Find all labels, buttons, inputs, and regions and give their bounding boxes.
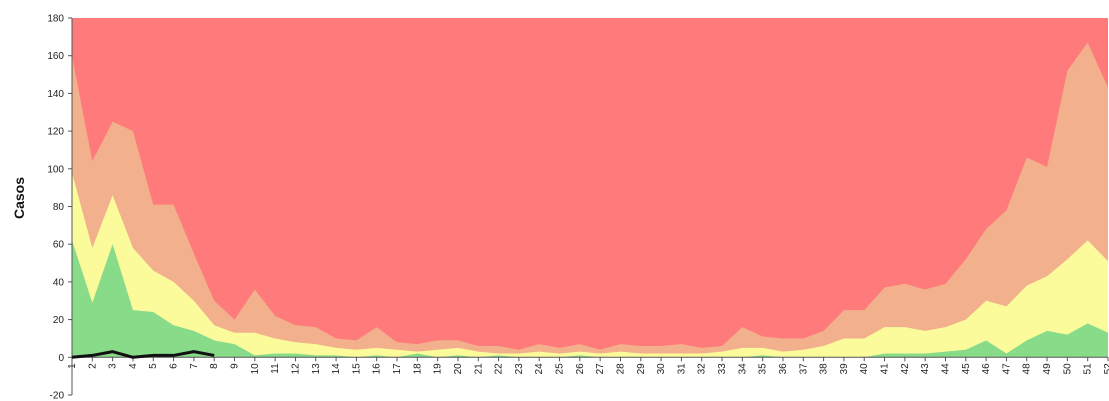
x-tick-label: 15: [351, 363, 362, 375]
x-tick-label: 23: [514, 363, 525, 375]
x-tick-label: 20: [453, 363, 464, 375]
x-tick-label: 2: [87, 363, 98, 369]
y-tick-label: 40: [53, 277, 65, 288]
y-tick-label: 120: [47, 127, 64, 138]
x-tick-label: 16: [372, 363, 383, 375]
y-tick-label: 0: [58, 353, 64, 364]
x-tick-label: 9: [230, 363, 241, 369]
x-tick-label: 38: [819, 363, 830, 375]
x-tick-label: 17: [392, 363, 403, 375]
x-tick-label: 42: [900, 363, 911, 375]
y-tick-labels: -20 0 20 40 60 80 100 120 140 160 180: [47, 14, 64, 401]
cases-line-layer: [71, 350, 215, 359]
x-tick-label: 31: [676, 363, 687, 375]
band-exito: [72, 240, 1108, 358]
x-tick-label: 22: [494, 363, 505, 375]
x-tick-label: 11: [270, 363, 281, 374]
area-bands: [72, 18, 1108, 358]
band-epidemia: [72, 18, 1108, 358]
axes: [68, 17, 1109, 396]
x-tick-label: 4: [128, 363, 139, 369]
y-tick-label: -20: [50, 391, 65, 401]
x-tick-label: 34: [737, 363, 748, 375]
y-tick-label: 180: [47, 14, 64, 25]
y-tick-label: 140: [47, 89, 64, 100]
x-tick-label: 30: [656, 363, 667, 375]
x-tick-label: 7: [189, 363, 200, 369]
x-tick-label: 12: [290, 363, 301, 375]
x-tick-label: 46: [981, 363, 992, 375]
x-tick-label: 41: [880, 363, 891, 375]
x-tick-label: 49: [1042, 363, 1053, 375]
x-tick-label: 26: [575, 363, 586, 375]
x-tick-label: 33: [717, 363, 728, 375]
x-tick-label: 8: [209, 363, 220, 369]
x-tick-label: 37: [798, 363, 809, 375]
x-tick-label: 24: [534, 363, 545, 375]
y-tick-label: 160: [47, 51, 64, 62]
x-tick-label: 10: [250, 363, 261, 375]
x-tick-label: 14: [331, 363, 342, 375]
x-tick-label: 48: [1022, 363, 1033, 375]
x-tick-label: 6: [169, 363, 180, 369]
x-tick-label: 28: [615, 363, 626, 375]
x-tick-label: 45: [961, 363, 972, 375]
x-tick-label: 13: [311, 363, 322, 375]
x-tick-label: 51: [1083, 363, 1094, 375]
x-tick-label: 44: [940, 363, 951, 375]
x-tick-label: 21: [473, 363, 484, 375]
x-tick-label: 19: [433, 363, 444, 375]
x-tick-label: 18: [412, 363, 423, 375]
series-line-casos: [71, 350, 215, 359]
x-tick-label: 3: [108, 363, 119, 369]
x-tick-label: 43: [920, 363, 931, 375]
y-tick-label: 20: [53, 315, 65, 326]
x-tick-label: 50: [1062, 363, 1073, 375]
x-tick-label: 32: [697, 363, 708, 375]
x-tick-label: 39: [839, 363, 850, 375]
y-axis-label: Casos: [11, 177, 27, 219]
y-tick-label: 80: [53, 202, 65, 213]
y-tick-label: 60: [53, 240, 65, 251]
y-tick-label: 100: [47, 164, 64, 175]
x-tick-labels: 1 2 3 4 5 6 7 8 9 10 11 12 13 14 15 16 17 18 19 20 21 22 23 24 2…: [67, 363, 1109, 375]
x-tick-label: 47: [1001, 363, 1012, 375]
x-tick-label: 1: [67, 363, 78, 369]
x-tick-label: 25: [555, 363, 566, 375]
x-tick-label: 27: [595, 363, 606, 375]
x-tick-label: 40: [859, 363, 870, 375]
x-tick-label: 52: [1103, 363, 1109, 375]
x-tick-label: 29: [636, 363, 647, 375]
x-tick-label: 5: [148, 363, 159, 369]
x-tick-label: 35: [758, 363, 769, 375]
x-tick-label: 36: [778, 363, 789, 375]
